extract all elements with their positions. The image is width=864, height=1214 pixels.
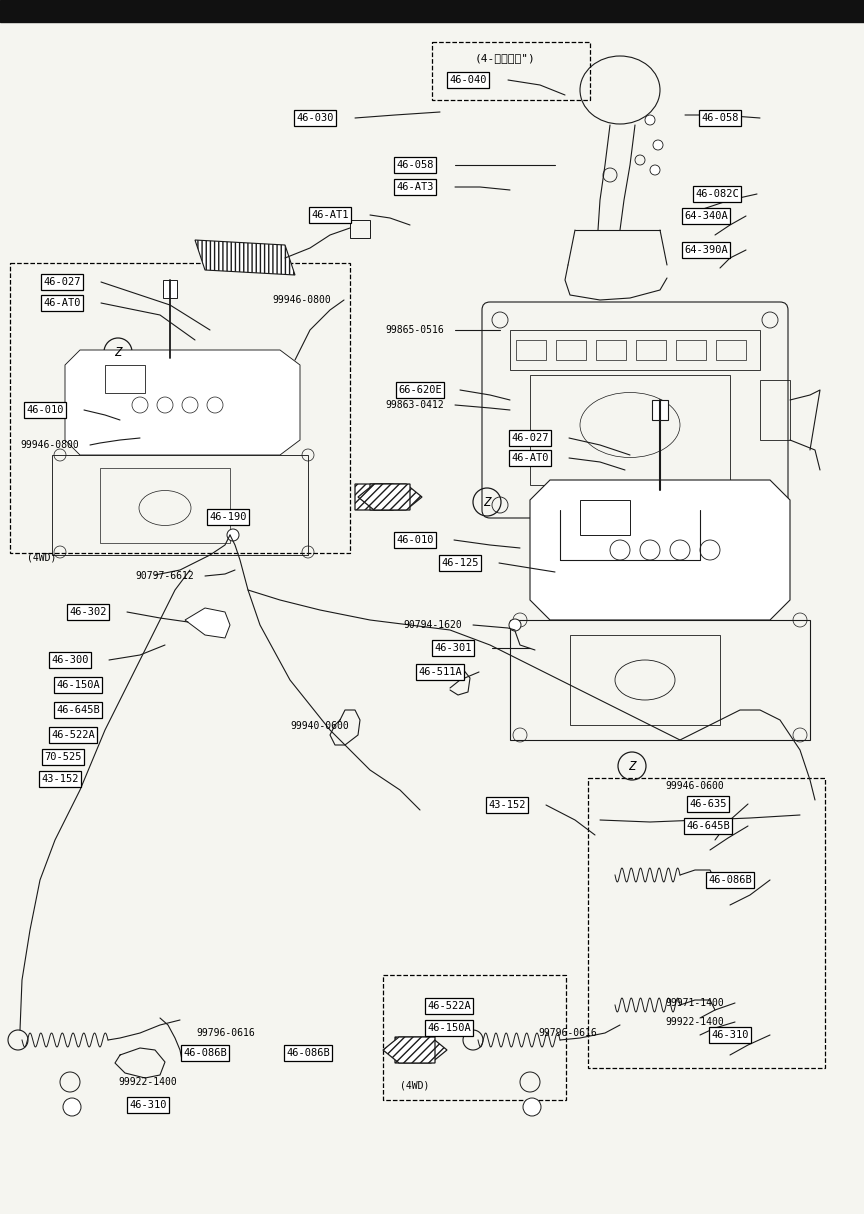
Bar [556, 340, 586, 361]
Text: 46-125: 46-125 [442, 558, 479, 568]
Bar [105, 365, 145, 393]
Text: Z: Z [628, 760, 636, 772]
Text: 46-AT0: 46-AT0 [511, 453, 549, 463]
Text: 46-010: 46-010 [26, 405, 64, 415]
Text: 70-525: 70-525 [44, 751, 82, 762]
Text: (4WD): (4WD) [28, 552, 57, 562]
Text: 64-340A: 64-340A [684, 211, 727, 221]
Bar [52, 455, 308, 555]
Text: 43-152: 43-152 [41, 775, 79, 784]
Text: 46-302: 46-302 [69, 607, 107, 617]
Text: 99796-0616: 99796-0616 [538, 1028, 597, 1038]
Circle shape [63, 1097, 81, 1116]
Text: (4-スピード"): (4-スピード") [474, 53, 536, 63]
Text: 46-086B: 46-086B [183, 1048, 227, 1057]
Text: 46-310: 46-310 [130, 1100, 167, 1110]
Text: 46-058: 46-058 [397, 160, 434, 170]
Bar [596, 340, 626, 361]
Text: Z: Z [114, 346, 122, 358]
Text: 46-040: 46-040 [449, 75, 486, 85]
Text: 64-390A: 64-390A [684, 245, 727, 255]
Text: 43-152: 43-152 [488, 800, 526, 810]
Polygon shape [185, 608, 230, 639]
Text: 46-086B: 46-086B [708, 875, 752, 885]
Circle shape [645, 115, 655, 125]
Text: 46-310: 46-310 [711, 1029, 749, 1040]
Polygon shape [383, 1037, 435, 1063]
Text: 46-645B: 46-645B [56, 705, 100, 715]
Text: 46-AT1: 46-AT1 [311, 210, 349, 220]
Polygon shape [355, 484, 409, 510]
Text: 99940-0600: 99940-0600 [290, 721, 349, 731]
Bar [510, 620, 810, 741]
Text: 46-027: 46-027 [43, 277, 80, 287]
Text: 46-522A: 46-522A [427, 1002, 471, 1011]
Text: 99946-0600: 99946-0600 [665, 781, 724, 792]
Text: 46-522A: 46-522A [51, 730, 95, 741]
Bar [570, 635, 720, 725]
Bar [760, 380, 790, 439]
Polygon shape [65, 350, 300, 455]
Circle shape [509, 619, 521, 631]
Polygon shape [370, 484, 422, 510]
Text: 99865-0516: 99865-0516 [385, 325, 444, 335]
Bar [510, 330, 760, 370]
Bar [530, 375, 730, 486]
Text: 46-645B: 46-645B [686, 821, 730, 832]
Text: 99863-0412: 99863-0412 [385, 399, 444, 410]
Polygon shape [195, 240, 295, 276]
Bar [383, 975, 566, 1100]
Text: 46-082C: 46-082C [696, 189, 739, 199]
Text: 99946-0800: 99946-0800 [273, 295, 332, 305]
Text: 46-301: 46-301 [435, 643, 472, 653]
Text: 46-AT0: 46-AT0 [43, 297, 80, 308]
Bar [10, 263, 350, 554]
Bar [350, 220, 370, 238]
Bar [163, 280, 177, 297]
Text: 99971-1400: 99971-1400 [665, 998, 724, 1008]
Bar [588, 778, 825, 1068]
Text: (4WD): (4WD) [400, 1080, 429, 1090]
Text: 99922-1400: 99922-1400 [665, 1017, 724, 1027]
Bar [716, 340, 746, 361]
Polygon shape [358, 484, 410, 510]
Text: 46-511A: 46-511A [418, 666, 462, 677]
Text: 46-010: 46-010 [397, 535, 434, 545]
Text: 46-150A: 46-150A [427, 1023, 471, 1033]
Bar [100, 469, 230, 543]
Text: 46-030: 46-030 [296, 113, 334, 123]
Bar [432, 42, 590, 100]
Polygon shape [530, 480, 790, 620]
Text: 46-190: 46-190 [209, 512, 247, 522]
Text: 99922-1400: 99922-1400 [118, 1077, 177, 1087]
Text: 66-620E: 66-620E [398, 385, 442, 395]
Bar [636, 340, 666, 361]
Circle shape [523, 1097, 541, 1116]
Text: 99946-0800: 99946-0800 [21, 439, 79, 450]
Circle shape [650, 165, 660, 175]
Text: 46-058: 46-058 [702, 113, 739, 123]
Text: Z: Z [483, 495, 491, 509]
Bar [516, 340, 546, 361]
Text: 90794-1620: 90794-1620 [403, 620, 462, 630]
Circle shape [653, 140, 663, 151]
Text: 46-150A: 46-150A [56, 680, 100, 690]
Bar [652, 399, 668, 420]
Text: 90797-6612: 90797-6612 [136, 571, 194, 582]
Circle shape [227, 529, 239, 541]
Bar [676, 340, 706, 361]
Text: 99796-0616: 99796-0616 [197, 1028, 256, 1038]
Bar [580, 500, 630, 535]
Text: 46-AT3: 46-AT3 [397, 182, 434, 192]
Text: 46-635: 46-635 [689, 799, 727, 809]
Text: 46-027: 46-027 [511, 433, 549, 443]
Polygon shape [395, 1037, 447, 1063]
Bar [0, 0, 864, 22]
Text: 46-086B: 46-086B [286, 1048, 330, 1057]
Text: 46-300: 46-300 [51, 656, 89, 665]
